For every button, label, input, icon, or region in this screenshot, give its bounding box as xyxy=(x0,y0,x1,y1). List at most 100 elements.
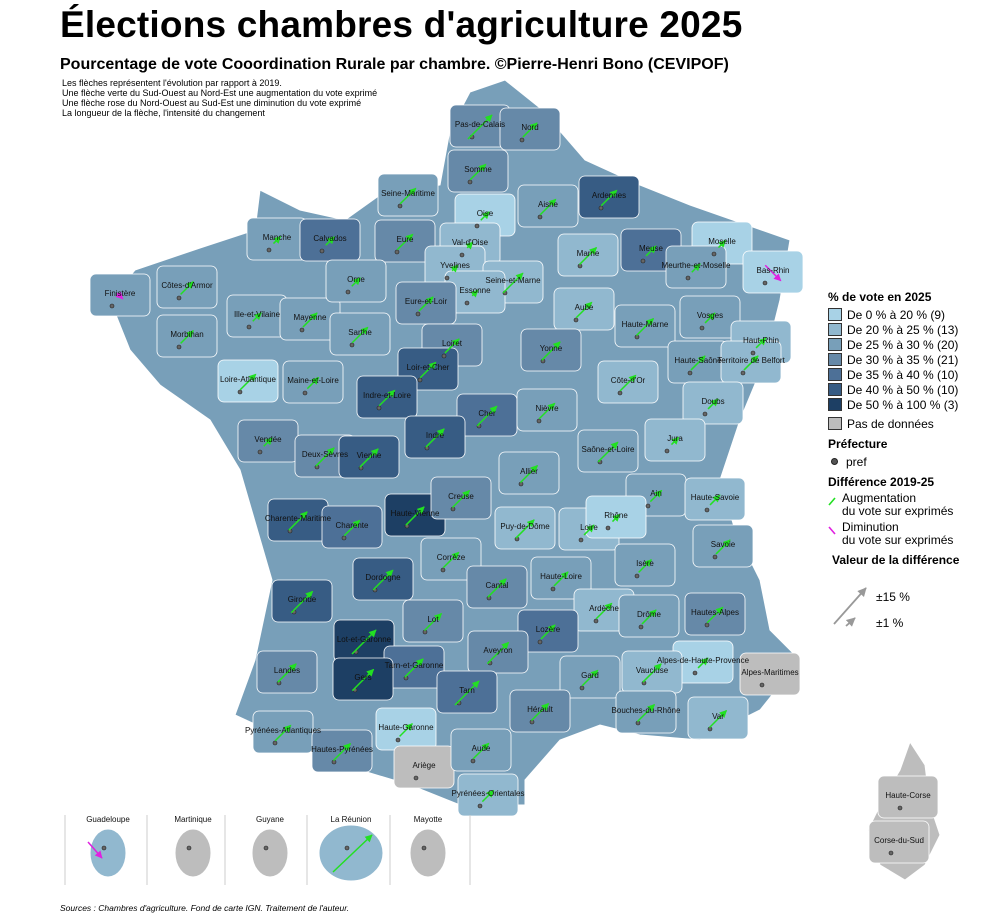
department-label: Landes xyxy=(274,666,300,675)
department-label: Vendée xyxy=(254,435,282,444)
prefecture-dot xyxy=(579,685,585,691)
prefecture-dot xyxy=(467,179,473,185)
increase-arrow xyxy=(575,301,593,319)
legend-class: De 0 % à 20 % (9) xyxy=(828,307,993,322)
increase-arrow xyxy=(502,272,524,294)
increase-arrow xyxy=(272,235,282,245)
department-area xyxy=(739,652,801,696)
department-label: Charente xyxy=(336,521,369,530)
prefecture-dot xyxy=(109,303,115,309)
prefecture-dot xyxy=(888,850,894,856)
department-label: Allier xyxy=(520,467,538,476)
increase-arrow xyxy=(351,668,375,692)
increase-arrow xyxy=(444,338,460,354)
prefecture-dot xyxy=(176,344,182,350)
legend-class: De 40 % à 50 % (10) xyxy=(828,382,993,397)
department-label: Essonne xyxy=(459,286,491,295)
department-label: Saône-et-Loire xyxy=(582,445,635,454)
legend-swatch xyxy=(828,398,842,411)
department-label: Haute-Vienne xyxy=(391,509,440,518)
increase-arrow xyxy=(717,239,727,249)
department-label: Eure-et-Loir xyxy=(405,297,448,306)
increase-arrow xyxy=(442,551,460,569)
increase-arrow xyxy=(343,519,361,537)
department-label: Loire xyxy=(580,523,598,532)
increase-arrow xyxy=(325,236,335,246)
department-label: Nièvre xyxy=(535,404,559,413)
prefecture-dot xyxy=(692,670,698,676)
prefecture-dot xyxy=(477,803,483,809)
increase-arrow xyxy=(451,489,471,509)
prefecture-dot xyxy=(537,639,543,645)
legend-down: Diminution du vote sur exprimés xyxy=(828,521,993,547)
prefecture-dot xyxy=(578,537,584,543)
prefecture-dot xyxy=(685,275,691,281)
department-label: Yonne xyxy=(540,344,563,353)
department-label: Aube xyxy=(575,303,594,312)
prefecture-dot xyxy=(536,418,542,424)
increase-arrow xyxy=(351,277,361,287)
increase-arrow xyxy=(600,189,618,207)
prefecture-dot xyxy=(702,411,708,417)
increase-arrow xyxy=(619,374,637,392)
department-area xyxy=(868,820,930,864)
department-label: Côtes-d'Armor xyxy=(161,281,213,290)
prefecture-dot xyxy=(421,845,427,851)
department-label: Seine-Maritime xyxy=(381,189,435,198)
department-label: Yvelines xyxy=(440,261,470,270)
increase-arrow xyxy=(372,569,394,591)
increase-arrow xyxy=(487,578,507,598)
prefecture-dot xyxy=(344,845,350,851)
arrow-scale: ±15 % ±1 % xyxy=(828,582,988,642)
legend-swatch xyxy=(828,368,842,381)
legend-up: Augmentation du vote sur exprimés xyxy=(828,492,993,518)
department-label: Haute-Garonne xyxy=(378,723,434,732)
scale-arrows-icon xyxy=(833,587,867,627)
prefecture-dot xyxy=(645,503,651,509)
department-label: Savoie xyxy=(711,540,736,549)
legend-swatch xyxy=(828,353,842,366)
increase-arrow xyxy=(636,703,656,723)
department-label: Dordogne xyxy=(365,573,401,582)
prefecture-dot xyxy=(537,214,543,220)
note-line: Une flèche rose du Nord-Ouest au Sud-Est… xyxy=(62,98,362,108)
department-label: Vosges xyxy=(697,311,723,320)
legend-swatch xyxy=(828,323,842,336)
department-label: Hautes-Alpes xyxy=(691,608,739,617)
prefecture-dot xyxy=(394,249,400,255)
pref-dot-icon xyxy=(831,458,838,465)
department-label: Jura xyxy=(667,434,683,443)
prefecture-dot xyxy=(246,324,252,330)
department-label: Haute-Loire xyxy=(540,572,582,581)
increase-arrow xyxy=(396,233,414,251)
increase-arrow xyxy=(707,398,719,410)
increase-arrow xyxy=(611,513,621,523)
increase-arrow xyxy=(359,448,379,468)
increase-arrow xyxy=(469,163,487,181)
prefecture-dot xyxy=(263,845,269,851)
prefecture-dot xyxy=(413,775,419,781)
legend-value-title: Valeur de la différence xyxy=(832,553,960,567)
increase-arrow xyxy=(670,436,680,446)
increase-arrow xyxy=(404,658,424,678)
department-label: Alpes-Maritimes xyxy=(741,668,798,677)
department-label: Haute-Marne xyxy=(622,320,669,329)
prefecture-dot xyxy=(711,251,717,257)
department-label: Manche xyxy=(263,233,292,242)
department-label: Territoire de Belfort xyxy=(717,356,785,365)
prefecture-dot xyxy=(470,758,476,764)
increase-arrow xyxy=(706,606,724,624)
department-label: Eure xyxy=(397,235,414,244)
increase-arrow xyxy=(697,657,709,669)
increase-arrow xyxy=(263,437,273,447)
prefecture-dot xyxy=(272,740,278,746)
prefecture-dot xyxy=(664,448,670,454)
department-label: Nord xyxy=(521,123,538,132)
increase-arrow xyxy=(450,264,459,273)
prefecture-dot xyxy=(759,682,765,688)
increase-arrow xyxy=(578,246,598,266)
prefecture-dot xyxy=(237,389,243,395)
decrease-arrow xyxy=(115,291,124,300)
increase-arrow xyxy=(274,724,292,742)
department-label: Seine-et-Marne xyxy=(485,276,541,285)
